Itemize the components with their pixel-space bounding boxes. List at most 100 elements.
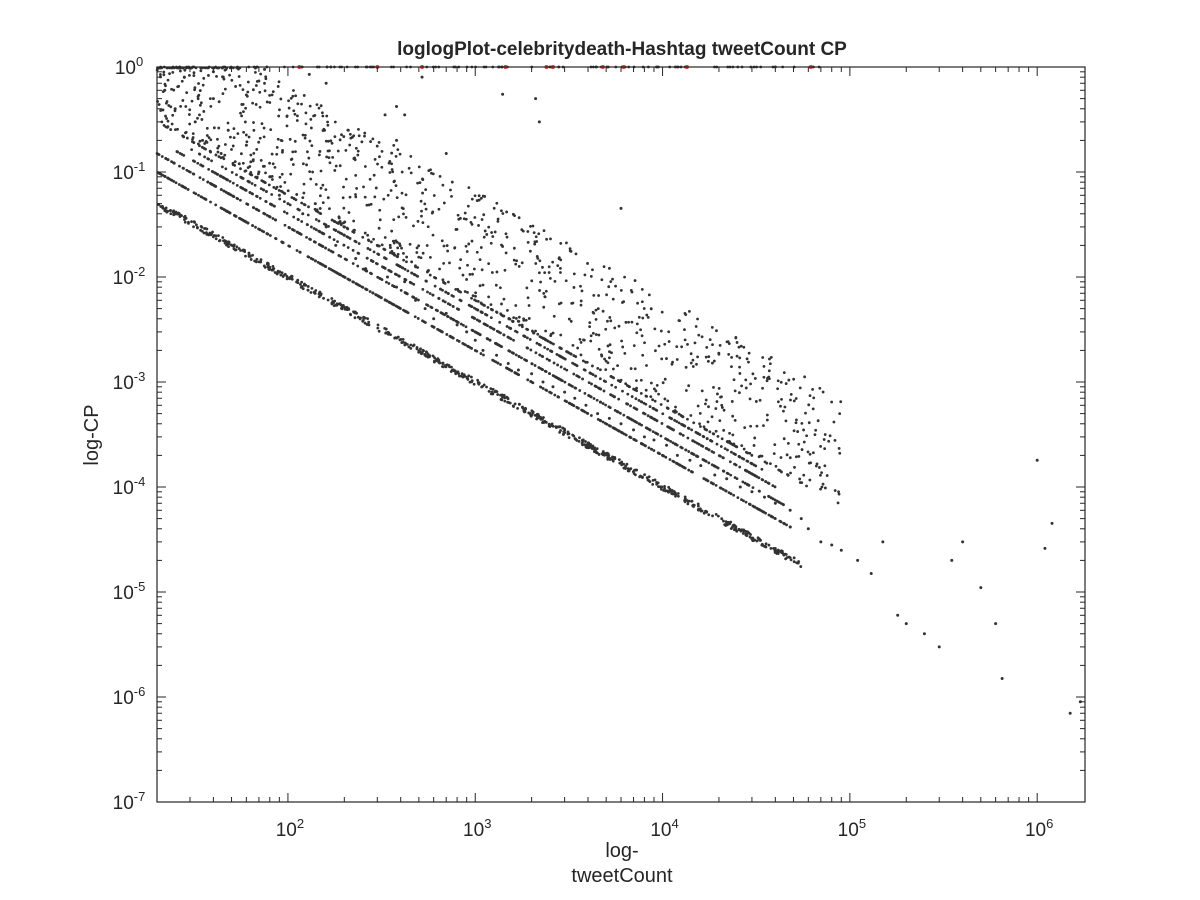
scatter-point	[649, 381, 653, 385]
scatter-point	[167, 104, 171, 107]
scatter-point	[548, 372, 551, 375]
scatter-point	[721, 469, 725, 473]
scatter-point	[738, 485, 742, 489]
scatter-point	[191, 138, 194, 141]
scatter-point	[530, 279, 534, 283]
scatter-point	[556, 395, 560, 399]
scatter-point	[221, 236, 225, 239]
scatter-point	[588, 321, 592, 325]
scatter-point	[820, 485, 824, 489]
scatter-point	[402, 308, 405, 312]
scatter-point	[322, 127, 326, 131]
scatter-point	[702, 425, 706, 429]
scatter-point	[761, 356, 765, 359]
scatter-point	[693, 440, 697, 444]
scatter-point	[166, 78, 170, 82]
scatter-point	[613, 427, 617, 431]
scatter-point	[183, 68, 187, 72]
scatter-point	[695, 362, 698, 366]
scatter-point	[330, 141, 334, 145]
scatter-point	[811, 387, 814, 391]
scatter-point	[289, 96, 293, 100]
scatter-point	[326, 123, 330, 127]
scatter-point	[794, 455, 798, 459]
scatter-point	[480, 268, 484, 272]
scatter-point	[267, 267, 271, 271]
scatter-point	[232, 243, 236, 247]
scatter-point	[538, 289, 541, 292]
scatter-point	[470, 197, 474, 201]
scatter-point	[574, 355, 578, 358]
scatter-point	[534, 97, 538, 101]
scatter-point	[789, 393, 793, 396]
scatter-point	[748, 451, 752, 455]
scatter-point	[347, 307, 351, 311]
scatter-point	[240, 176, 244, 180]
scatter-point	[329, 139, 333, 143]
scatter-point	[375, 243, 379, 247]
scatter-point	[207, 167, 211, 171]
scatter-point	[337, 254, 341, 257]
scatter-point	[698, 411, 702, 415]
scatter-point	[649, 415, 652, 419]
scatter-point	[337, 215, 341, 219]
scatter-point	[166, 119, 170, 123]
scatter-point	[318, 194, 322, 198]
scatter-point	[616, 410, 620, 414]
scatter-point	[732, 493, 736, 497]
scatter-point	[1050, 521, 1054, 525]
scatter-point	[479, 246, 483, 249]
scatter-point	[207, 136, 211, 140]
scatter-point	[690, 428, 694, 432]
scatter-point	[301, 162, 305, 166]
scatter-point	[529, 348, 533, 352]
scatter-point	[559, 365, 563, 369]
scatter-point	[599, 400, 603, 404]
scatter-point	[246, 90, 250, 94]
scatter-point	[413, 315, 417, 319]
scatter-point	[549, 391, 553, 395]
scatter-point	[744, 386, 748, 390]
scatter-point	[545, 237, 549, 241]
scatter-point	[421, 251, 425, 255]
scatter-point	[676, 492, 680, 495]
scatter-point	[194, 192, 198, 196]
scatter-point	[442, 244, 446, 248]
scatter-point	[800, 448, 804, 451]
scatter-point	[380, 149, 384, 153]
scatter-point	[767, 369, 771, 373]
scatter-point	[828, 434, 832, 438]
scatter-point	[356, 149, 360, 153]
scatter-point	[728, 460, 732, 464]
scatter-point	[720, 395, 723, 399]
scatter-point	[518, 323, 521, 327]
scatter-point	[738, 356, 742, 360]
scatter-point	[338, 220, 342, 223]
scatter-point	[319, 212, 323, 216]
scatter-point	[427, 269, 430, 272]
scatter-point	[415, 246, 419, 250]
scatter-point	[246, 221, 250, 225]
scatter-point	[293, 139, 297, 143]
scatter-point	[255, 148, 259, 151]
scatter-point	[361, 235, 365, 239]
scatter-point	[185, 168, 189, 172]
scatter-point	[425, 244, 429, 247]
scatter-point	[654, 349, 657, 353]
scatter-point	[771, 484, 775, 487]
scatter-point	[278, 108, 281, 112]
scatter-point	[426, 225, 430, 229]
scatter-point	[414, 298, 418, 302]
scatter-point	[428, 256, 432, 259]
scatter-point	[280, 240, 284, 244]
scatter-point	[726, 472, 730, 476]
scatter-point	[392, 251, 396, 255]
scatter-point	[786, 473, 789, 476]
scatter-point	[471, 272, 474, 276]
scatter-point	[698, 422, 701, 426]
scatter-point	[799, 517, 803, 521]
scatter-point	[537, 271, 541, 275]
scatter-point	[937, 645, 941, 649]
scatter-point	[224, 240, 228, 243]
scatter-point	[739, 344, 743, 348]
